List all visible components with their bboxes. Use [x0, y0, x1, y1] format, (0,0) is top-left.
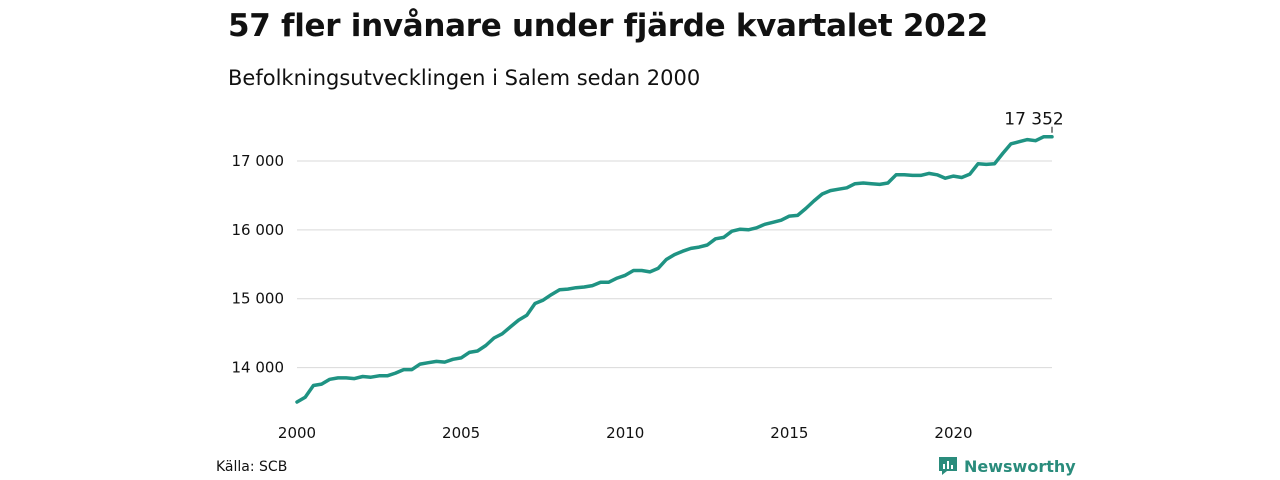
y-tick-label: 14 000: [232, 359, 285, 377]
gridlines: [297, 160, 1052, 369]
chart-subtitle: Befolkningsutvecklingen i Salem sedan 20…: [228, 66, 701, 90]
y-tick-label: 15 000: [232, 290, 285, 308]
x-tick-label: 2000: [278, 424, 316, 442]
x-tick-label: 2015: [770, 424, 808, 442]
source-note: Källa: SCB: [216, 459, 288, 475]
y-axis-tick-labels: 14 000 15 000 16 000 17 000: [232, 152, 285, 377]
population-line: [295, 134, 1054, 404]
chart-title: 57 fler invånare under fjärde kvartalet …: [228, 8, 988, 44]
y-tick-label: 16 000: [232, 221, 285, 239]
x-tick-label: 2005: [442, 424, 480, 442]
end-value-label: 17 352: [1004, 110, 1063, 130]
brand-name: Newsworthy: [964, 456, 1076, 476]
x-tick-label: 2010: [606, 424, 644, 442]
x-tick-label: 2020: [934, 424, 972, 442]
y-tick-label: 17 000: [232, 152, 285, 170]
bar-chart-icon: [939, 457, 957, 475]
brand-logo: Newsworthy: [938, 456, 1076, 476]
x-axis-tick-labels: 2000 2005 2010 2015 2020: [278, 424, 973, 442]
